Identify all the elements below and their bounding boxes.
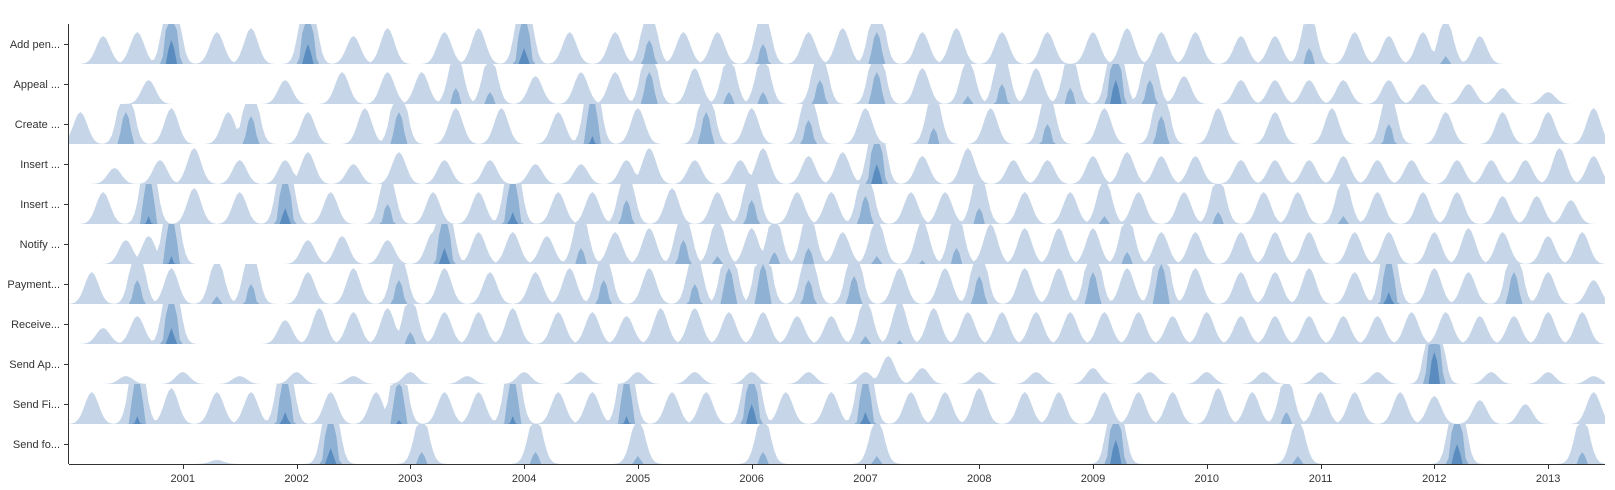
x-tick-label: 2009: [1081, 473, 1105, 485]
horizon-band-2: [69, 64, 1605, 104]
row-label: Create ...: [15, 119, 60, 131]
row-label: Send Fi...: [13, 399, 60, 411]
x-tick-label: 2011: [1309, 473, 1333, 485]
horizon-band-1: [69, 424, 1605, 464]
horizon-band-1: [69, 24, 1605, 64]
x-tick-label: 2004: [512, 473, 536, 485]
horizon-row: [69, 24, 1605, 65]
x-tick-label: 2013: [1536, 473, 1560, 485]
horizon-band-1: [69, 144, 1605, 184]
horizon-band-1: [69, 104, 1605, 144]
x-tick-label: 2003: [398, 473, 422, 485]
x-tick-label: 2002: [284, 473, 308, 485]
row-label: Insert ...: [20, 159, 60, 171]
row-label: Appeal ...: [14, 79, 60, 91]
horizon-band-1: [69, 344, 1605, 384]
x-tick-label: 2001: [171, 473, 195, 485]
horizon-band-3: [69, 440, 1605, 464]
horizon-row: [69, 424, 1605, 465]
x-tick-label: 2005: [626, 473, 650, 485]
row-label: Insert ...: [20, 199, 60, 211]
row-label: Notify ...: [20, 239, 60, 251]
horizon-row: [69, 384, 1605, 425]
horizon-row: [69, 144, 1605, 185]
horizon-band-1: [69, 264, 1605, 304]
row-label: Send Ap...: [9, 359, 60, 371]
horizon-band-1: [69, 304, 1605, 344]
x-tick-label: 2010: [1195, 473, 1219, 485]
x-tick-label: 2007: [853, 473, 877, 485]
horizon-band-1: [69, 224, 1605, 264]
horizon-band-1: [69, 184, 1605, 224]
horizon-row: [69, 64, 1605, 105]
horizon-band-2: [69, 424, 1605, 464]
x-tick-label: 2012: [1422, 473, 1446, 485]
rows-layer: [69, 24, 1605, 465]
horizon-row: [69, 264, 1605, 305]
horizon-row: [69, 344, 1605, 385]
row-label: Send fo...: [13, 439, 60, 451]
horizon-row: [69, 184, 1605, 225]
horizon-row: [69, 224, 1605, 265]
row-label: Add pen...: [10, 39, 60, 51]
horizon-band-3: [69, 80, 1605, 104]
horizon-band-1: [69, 384, 1605, 424]
x-tick-label: 2008: [967, 473, 991, 485]
horizon-row: [69, 104, 1605, 145]
row-label: Receive...: [11, 319, 60, 331]
horizon-row: [69, 304, 1605, 345]
x-axis: Add pen... Appeal ... Create ... Insert ...…: [7, 24, 1605, 485]
x-tick-label: 2006: [739, 473, 763, 485]
row-label: Payment...: [7, 279, 60, 291]
horizon-band-1: [69, 64, 1605, 104]
